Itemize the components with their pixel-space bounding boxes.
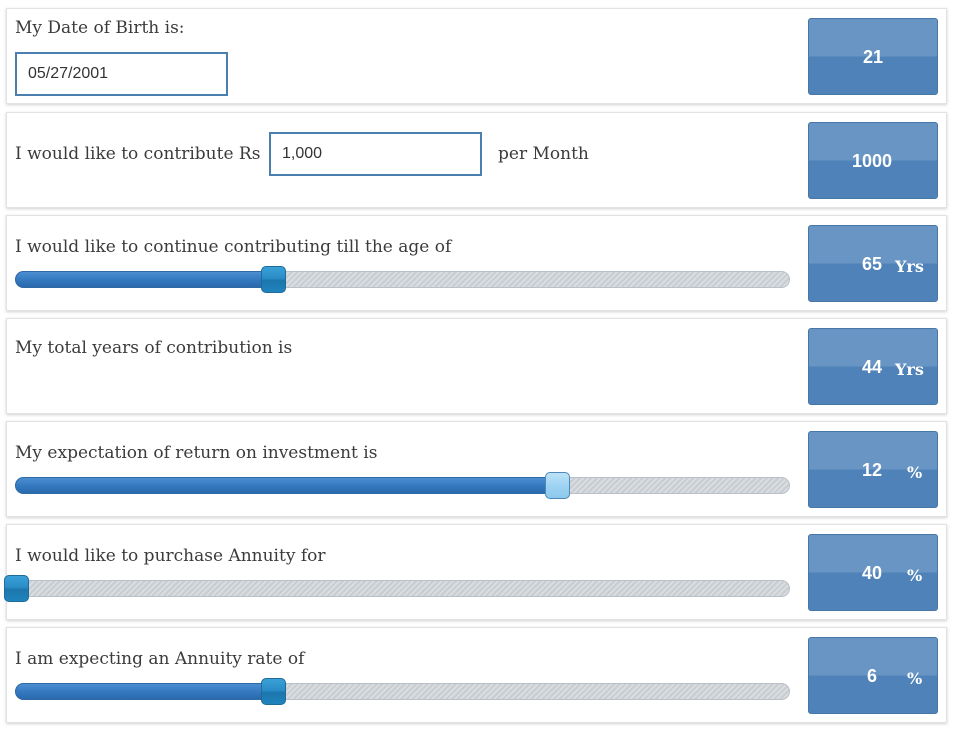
annuity-rate-slider-handle[interactable] bbox=[261, 678, 286, 705]
contribution-row: I would like to contribute Rs per Month … bbox=[6, 112, 947, 208]
annuity-purchase-slider[interactable] bbox=[4, 575, 790, 602]
dob-label: My Date of Birth is: bbox=[15, 18, 185, 38]
contribution-input[interactable] bbox=[269, 132, 482, 176]
age-result-value: 21 bbox=[863, 47, 884, 67]
age-result-box: 21 bbox=[808, 18, 938, 95]
retire-age-result-box: 65 Yrs bbox=[808, 225, 938, 302]
total-years-row: My total years of contribution is 44 Yrs bbox=[6, 318, 947, 414]
retire-age-label: I would like to continue contributing ti… bbox=[15, 237, 452, 257]
return-rate-label: My expectation of return on investment i… bbox=[15, 443, 378, 463]
total-years-unit: Yrs bbox=[895, 360, 924, 379]
annuity-purchase-slider-handle[interactable] bbox=[4, 575, 29, 602]
total-years-result-box: 44 Yrs bbox=[808, 328, 938, 405]
return-rate-result-value: 12 bbox=[862, 460, 883, 480]
return-rate-unit: % bbox=[907, 463, 923, 482]
retire-age-slider-fill bbox=[15, 271, 275, 288]
annuity-rate-row: I am expecting an Annuity rate of 6 % bbox=[6, 627, 947, 723]
return-rate-slider-handle[interactable] bbox=[545, 472, 570, 499]
annuity-rate-label: I am expecting an Annuity rate of bbox=[15, 649, 305, 669]
contribution-label-prefix: I would like to contribute Rs bbox=[15, 144, 261, 164]
annuity-rate-slider-fill bbox=[15, 683, 275, 700]
annuity-purchase-row: I would like to purchase Annuity for 40 … bbox=[4, 524, 947, 620]
return-rate-slider-fill bbox=[15, 477, 558, 494]
return-rate-result-box: 12 % bbox=[808, 431, 938, 508]
contribution-result-value: 1000 bbox=[852, 151, 893, 171]
contribution-result-box: 1000 bbox=[808, 122, 938, 199]
annuity-rate-result-box: 6 % bbox=[808, 637, 938, 714]
dob-input[interactable] bbox=[15, 52, 228, 96]
return-rate-row: My expectation of return on investment i… bbox=[6, 421, 947, 517]
contribution-label-suffix: per Month bbox=[498, 144, 589, 164]
annuity-purchase-label: I would like to purchase Annuity for bbox=[15, 546, 326, 566]
total-years-result-value: 44 bbox=[862, 357, 883, 377]
retire-age-row: I would like to continue contributing ti… bbox=[6, 215, 947, 311]
annuity-rate-slider[interactable] bbox=[15, 678, 790, 705]
annuity-purchase-result-box: 40 % bbox=[808, 534, 938, 611]
retire-age-slider-handle[interactable] bbox=[261, 266, 286, 293]
return-rate-slider[interactable] bbox=[15, 472, 790, 499]
dob-row: My Date of Birth is: 21 bbox=[6, 8, 947, 104]
annuity-purchase-unit: % bbox=[907, 566, 923, 585]
total-years-label: My total years of contribution is bbox=[15, 338, 293, 358]
annuity-rate-result-value: 6 bbox=[867, 666, 878, 686]
retire-age-result-value: 65 bbox=[862, 254, 883, 274]
annuity-purchase-result-value: 40 bbox=[862, 563, 883, 583]
retire-age-slider[interactable] bbox=[15, 266, 790, 293]
annuity-rate-unit: % bbox=[907, 669, 923, 688]
retire-age-unit: Yrs bbox=[895, 257, 924, 276]
